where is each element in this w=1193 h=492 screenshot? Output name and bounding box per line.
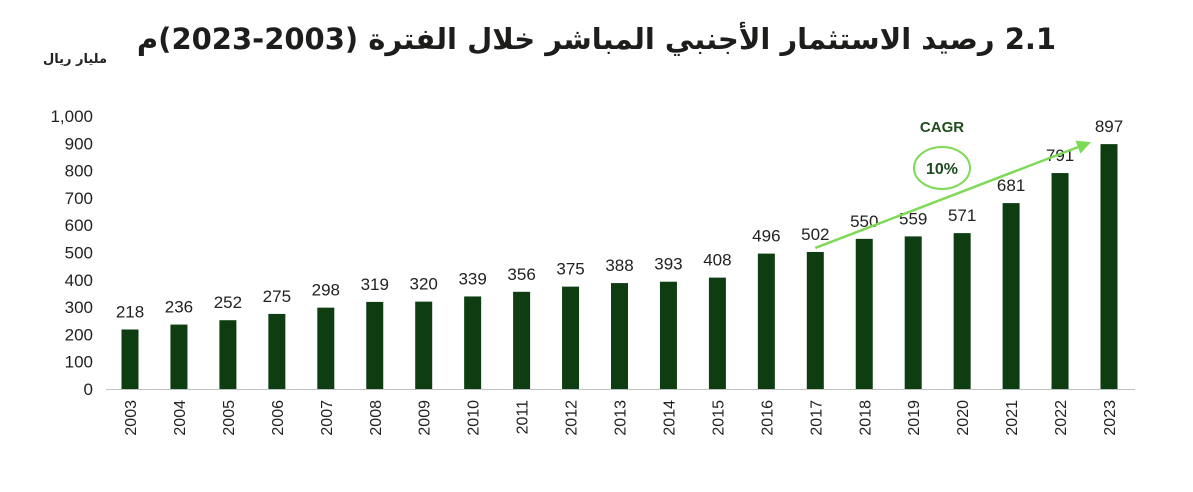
- y-tick-label: 200: [65, 325, 93, 344]
- bar: [611, 283, 628, 389]
- x-tick-label: 2010: [466, 400, 483, 436]
- x-tick-label: 2013: [613, 400, 630, 436]
- bar: [1051, 173, 1069, 389]
- value-label: 388: [605, 256, 633, 275]
- bar: [904, 236, 922, 389]
- value-label: 496: [752, 227, 780, 246]
- value-label: 339: [458, 269, 486, 288]
- x-tick-label: 2016: [759, 400, 776, 436]
- value-label: 375: [556, 260, 584, 279]
- cagr-label: CAGR: [920, 119, 964, 136]
- bar: [317, 307, 335, 389]
- y-tick-label: 500: [65, 244, 93, 263]
- value-label: 298: [312, 281, 340, 300]
- bar: [219, 320, 237, 389]
- cagr-annotation: 10% CAGR: [814, 119, 1091, 250]
- x-tick-label: 2008: [368, 400, 385, 436]
- bar: [415, 301, 433, 389]
- value-label: 236: [165, 298, 193, 317]
- bar: [659, 281, 677, 389]
- bar: [121, 329, 139, 389]
- bar: [855, 238, 873, 389]
- y-tick-label: 100: [65, 353, 93, 372]
- bar: [268, 313, 286, 389]
- value-label: 681: [997, 176, 1025, 195]
- bar: [1100, 144, 1118, 389]
- bar: [562, 286, 580, 389]
- x-tick-label: 2018: [857, 400, 874, 436]
- x-tick-label: 2017: [808, 400, 825, 436]
- y-tick-label: 600: [65, 216, 93, 235]
- x-tick-label: 2011: [515, 400, 532, 435]
- value-label: 571: [948, 206, 976, 225]
- value-label: 319: [361, 275, 389, 294]
- bar: [513, 291, 531, 389]
- chart-title: 2.1 رصيد الاستثمار الأجنبي المباشر خلال …: [136, 22, 1057, 56]
- cagr-value: 10%: [926, 161, 958, 178]
- bar: [170, 324, 188, 389]
- x-tick-label: 2022: [1053, 400, 1070, 436]
- value-label: 408: [703, 251, 731, 270]
- value-label: 502: [801, 225, 829, 244]
- y-tick-label: 900: [65, 134, 93, 153]
- value-label: 320: [410, 275, 438, 294]
- value-label: 559: [899, 209, 927, 228]
- bar: [464, 296, 482, 389]
- value-label: 252: [214, 293, 242, 312]
- y-tick-label: 1,000: [50, 107, 93, 126]
- value-label: 897: [1095, 117, 1123, 136]
- x-tick-label: 2003: [123, 400, 140, 436]
- bar: [1002, 203, 1020, 389]
- y-tick-label: 700: [65, 189, 93, 208]
- y-axis-unit-label: مليار ريال: [42, 52, 108, 67]
- x-tick-label: 2015: [710, 400, 727, 436]
- y-axis-ticks: 0 100 200 300 400 500 600 700 800 900 1,000: [50, 107, 93, 399]
- y-tick-label: 800: [65, 162, 93, 181]
- y-tick-label: 400: [65, 271, 93, 290]
- x-tick-label: 2005: [221, 400, 238, 436]
- bar: [806, 251, 824, 389]
- bar: [366, 301, 384, 389]
- cagr-arrow-head: [1075, 140, 1091, 154]
- x-tick-label: 2009: [417, 400, 434, 436]
- x-tick-label: 2014: [661, 400, 678, 436]
- cagr-ellipse: [913, 146, 971, 190]
- bar: [953, 233, 971, 389]
- value-label: 393: [654, 255, 682, 274]
- bars: [121, 144, 1118, 389]
- x-tick-label: 2020: [955, 400, 972, 436]
- value-label: 275: [263, 287, 291, 306]
- x-tick-label: 2012: [564, 400, 581, 436]
- x-tick-label: 2021: [1004, 400, 1021, 436]
- x-tick-label: 2007: [319, 400, 336, 436]
- x-tick-label: 2019: [906, 400, 923, 436]
- x-tick-label: 2006: [270, 400, 287, 436]
- x-tick-label: 2023: [1102, 400, 1119, 436]
- bar: [757, 253, 775, 389]
- x-axis-ticks: 2003 2004 2005 2006 2007 2008 2009 2010 2011 2012…: [123, 400, 1119, 436]
- x-tick-label: 2004: [172, 400, 189, 436]
- cagr-arrow-line: [814, 145, 1079, 250]
- y-tick-label: 0: [84, 380, 93, 399]
- y-tick-label: 300: [65, 298, 93, 317]
- bar: [708, 277, 726, 389]
- value-label: 218: [116, 302, 144, 321]
- value-labels: 218 236 252 275 298 319 320 339 356 375 388 393 408 4…: [116, 117, 1123, 321]
- value-label: 356: [507, 265, 535, 284]
